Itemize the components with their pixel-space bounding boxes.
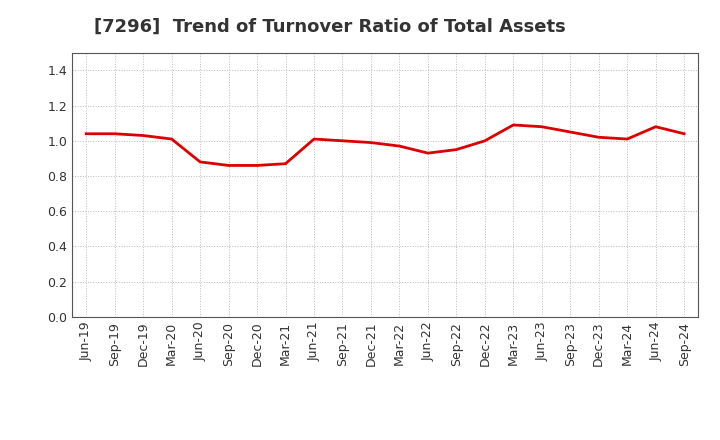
Text: [7296]  Trend of Turnover Ratio of Total Assets: [7296] Trend of Turnover Ratio of Total … — [94, 18, 565, 36]
